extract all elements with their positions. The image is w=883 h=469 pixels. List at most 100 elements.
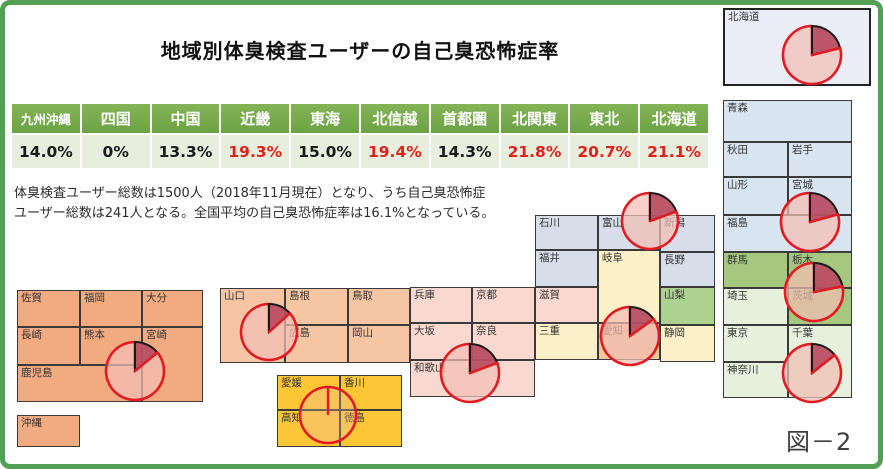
map-cell-label-akita: 秋田	[727, 144, 748, 156]
pie-chart-kyushu_okinawa	[104, 340, 166, 402]
region-rate-hokkaido: 21.1%	[640, 135, 708, 168]
map-cell-okayama: 岡山	[348, 325, 410, 363]
description-line-2: ユーザー総数は241人となる。全国平均の自己臭恐怖症率は16.1%となっている。	[14, 205, 495, 221]
map-cell-label-kumamoto: 熊本	[84, 329, 105, 341]
region-rate-chugoku: 13.3%	[151, 135, 222, 168]
region-header-kitakanto: 北関東	[500, 104, 571, 133]
map-cell-label-hyogo: 兵庫	[414, 289, 435, 301]
map-cell-oita: 大分	[142, 290, 203, 327]
pie-chart-tokai	[599, 305, 661, 367]
region-header-shutoken: 首都圏	[430, 104, 501, 133]
map-cell-yamagata: 山形	[723, 177, 788, 215]
map-cell-label-yamagata: 山形	[727, 179, 748, 191]
map-cell-shiga: 滋賀	[535, 287, 598, 323]
map-cell-label-nagasaki: 長崎	[21, 329, 42, 341]
map-cell-shimane: 島根	[285, 288, 348, 325]
map-cell-label-saitama: 埼玉	[727, 290, 748, 302]
map-cell-label-aomori: 青森	[727, 102, 748, 114]
map-cell-yamanashi: 山梨	[660, 287, 715, 325]
map-cell-label-nagano: 長野	[664, 254, 685, 266]
region-rate-kyushu_okinawa: 14.0%	[12, 135, 82, 168]
map-cell-label-kanagawa: 神奈川	[727, 364, 759, 376]
map-cell-label-fukushima: 福島	[727, 217, 748, 229]
map-cell-fukui: 福井	[535, 250, 598, 287]
region-header-tohoku: 東北	[570, 104, 641, 133]
map-cell-gunma: 群馬	[723, 252, 788, 288]
map-cell-label-shimane: 島根	[289, 290, 310, 302]
map-cell-label-fukui: 福井	[539, 252, 560, 264]
pie-chart-kitakanto	[783, 261, 845, 323]
map-cell-okinawa: 沖縄	[17, 415, 80, 447]
map-cell-label-chiba: 千葉	[792, 327, 813, 339]
map-cell-label-shizuoka: 静岡	[664, 327, 685, 339]
map-cell-label-kagawa: 香川	[344, 377, 365, 389]
summary-table: 九州沖縄 四国 中国 近畿 東海 北信越 首都圏 北関東 東北 北海道 14.0% 0% 13.3% 1…	[12, 104, 708, 168]
map-cell-shizuoka: 静岡	[660, 325, 715, 362]
map-cell-label-okinawa: 沖縄	[21, 417, 42, 429]
region-header-shikoku: 四国	[81, 104, 152, 133]
map-cell-label-yamanashi: 山梨	[664, 289, 685, 301]
map-cell-label-miyazaki: 宮崎	[146, 329, 167, 341]
map-cell-label-hokkaido: 北海道	[728, 11, 760, 23]
map-cell-tokushima: 徳島	[340, 410, 402, 447]
map-cell-nara: 奈良	[472, 323, 535, 360]
page-title: 地域別体臭検査ユーザーの自己臭恐怖症率	[160, 39, 560, 63]
region-header-chugoku: 中国	[151, 104, 222, 133]
map-cell-label-kagoshima: 鹿児島	[21, 367, 53, 379]
region-rate-kinki: 19.3%	[221, 135, 292, 168]
map-cell-akita: 秋田	[723, 142, 788, 177]
map-cell-label-fukuoka: 福岡	[84, 292, 105, 304]
map-cell-aomori: 青森	[723, 100, 852, 142]
map-cell-mie: 三重	[535, 323, 598, 360]
map-cell-label-gifu: 岐阜	[602, 252, 623, 264]
map-cell-kanagawa: 神奈川	[723, 362, 788, 398]
region-header-hokkaido: 北海道	[640, 104, 708, 133]
map-cell-fukuoka: 福岡	[80, 290, 142, 327]
map-cell-label-tokyo: 東京	[727, 327, 748, 339]
map-cell-label-ishikawa: 石川	[539, 217, 560, 229]
description-text: 体臭検査ユーザー総数は1500人（2018年11月現在）となり、うち自己臭恐怖症…	[14, 184, 554, 223]
map-cell-iwate: 岩手	[788, 142, 852, 177]
region-rate-tohoku: 20.7%	[570, 135, 641, 168]
map-cell-label-saga: 佐賀	[21, 292, 42, 304]
map-cell-saitama: 埼玉	[723, 288, 788, 325]
region-rate-hokushinetsu: 19.4%	[360, 135, 431, 168]
region-rate-tokai: 15.0%	[291, 135, 361, 168]
pie-chart-hokkaido	[781, 24, 843, 86]
map-cell-nagano: 長野	[660, 252, 715, 287]
region-rate-shikoku: 0%	[81, 135, 152, 168]
map-cell-label-tokushima: 徳島	[341, 411, 401, 426]
map-cell-label-ehime: 愛媛	[281, 377, 302, 389]
region-rate-shutoken: 14.3%	[430, 135, 501, 168]
map-cell-kochi: 高知	[277, 410, 340, 447]
pie-chart-shutoken	[781, 342, 843, 404]
description-line-1: 体臭検査ユーザー総数は1500人（2018年11月現在）となり、うち自己臭恐怖症	[14, 186, 486, 201]
map-cell-osaka: 大坂	[410, 323, 472, 360]
map-cell-ishikawa: 石川	[535, 215, 598, 250]
pie-chart-tohoku	[779, 191, 841, 253]
map-cell-kagawa: 香川	[340, 375, 402, 410]
map-cell-label-oita: 大分	[146, 292, 167, 304]
pie-chart-shikoku	[298, 385, 358, 445]
map-cell-label-gunma: 群馬	[727, 254, 748, 266]
figure-number-label: 図－2	[786, 428, 853, 456]
map-cell-label-yamaguchi: 山口	[224, 290, 245, 302]
map-cell-label-toyama: 富山	[602, 217, 623, 229]
region-header-kyushu_okinawa: 九州沖縄	[12, 104, 82, 133]
map-cell-ehime: 愛媛	[277, 375, 340, 410]
map-cell-label-kyoto: 京都	[476, 289, 497, 301]
map-cell-label-nara: 奈良	[476, 325, 497, 337]
map-cell-label-miyagi: 宮城	[792, 179, 813, 191]
map-cell-saga: 佐賀	[17, 290, 80, 327]
map-cell-tottori: 鳥取	[348, 288, 410, 325]
pie-chart-chugoku	[239, 302, 299, 362]
summary-table-header-row: 九州沖縄 四国 中国 近畿 東海 北信越 首都圏 北関東 東北 北海道	[12, 104, 708, 133]
map-cell-nagasaki: 長崎	[17, 327, 80, 365]
pie-chart-hokushinetsu	[620, 191, 680, 251]
region-header-hokushinetsu: 北信越	[360, 104, 431, 133]
map-cell-label-wakayama: 和歌山	[414, 362, 446, 374]
map-cell-tokyo: 東京	[723, 325, 788, 362]
map-cell-label-okayama: 岡山	[352, 327, 373, 339]
region-header-tokai: 東海	[291, 104, 361, 133]
region-rate-kitakanto: 21.8%	[500, 135, 571, 168]
